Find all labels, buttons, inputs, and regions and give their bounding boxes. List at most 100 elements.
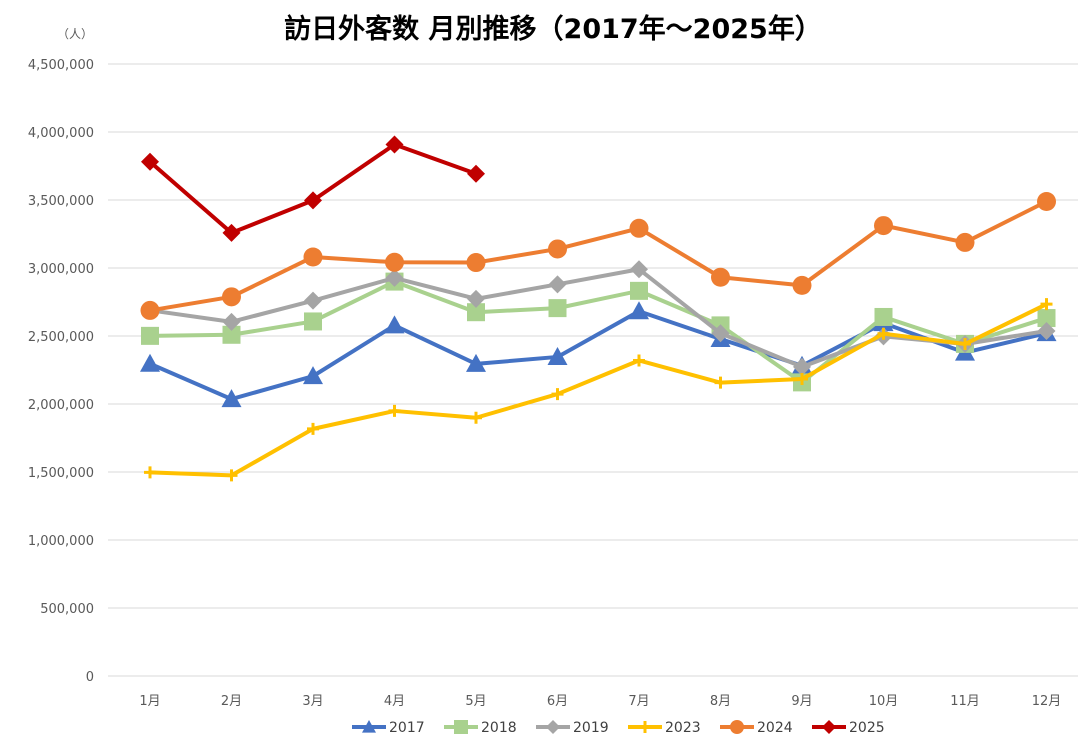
data-point (551, 388, 564, 401)
data-point (548, 275, 567, 294)
data-point (730, 720, 744, 734)
chart-title: 訪日外客数 月別推移（2017年～2025年） (284, 13, 822, 45)
series-2019 (141, 260, 1056, 376)
legend-label: 2017 (389, 720, 425, 736)
legend-item-2019: 2019 (536, 720, 609, 736)
legend-label: 2023 (665, 720, 701, 736)
data-point (1037, 321, 1056, 340)
x-tick-label: 8月 (710, 694, 731, 709)
data-point (629, 301, 649, 320)
data-point (822, 720, 836, 734)
data-point (633, 354, 645, 367)
legend-label: 2019 (573, 720, 609, 736)
data-point (140, 353, 160, 372)
data-point (467, 164, 485, 183)
data-point (1037, 309, 1056, 328)
data-point (144, 466, 156, 479)
data-point (546, 720, 560, 734)
data-point (385, 135, 404, 154)
data-point (385, 268, 404, 287)
data-point (629, 218, 649, 238)
x-tick-label: 5月 (465, 694, 486, 709)
x-axis-ticks: 1月 2月 3月 4月 5月 6月 7月 8月 9月 10月 11月 12月 (139, 694, 1061, 709)
y-axis-unit: （人） (57, 27, 93, 41)
legend-item-2023: 2023 (628, 720, 701, 736)
data-point (388, 404, 401, 417)
data-point (141, 152, 159, 171)
data-point (547, 346, 568, 365)
legend-item-2017: 2017 (352, 720, 425, 736)
legend-item-2018: 2018 (444, 720, 517, 736)
data-point (1040, 298, 1053, 311)
data-point (140, 300, 160, 320)
x-tick-label: 4月 (384, 694, 405, 709)
x-tick-label: 7月 (628, 694, 649, 709)
data-point (222, 312, 241, 331)
series-2017 (140, 301, 1057, 408)
data-point (141, 326, 159, 345)
data-point (467, 303, 485, 322)
data-point (307, 422, 319, 435)
series-line (148, 142, 478, 235)
data-point (955, 232, 975, 252)
data-point (467, 289, 485, 308)
data-point (1037, 191, 1056, 211)
y-tick-label: 3,500,000 (28, 194, 94, 209)
data-point (222, 223, 241, 242)
data-point (384, 315, 405, 334)
data-point (548, 299, 567, 318)
data-point (877, 327, 890, 340)
data-point (304, 191, 322, 210)
y-tick-label: 4,000,000 (28, 126, 94, 141)
data-point (639, 721, 651, 733)
data-point (303, 247, 323, 267)
data-point (362, 720, 376, 733)
data-point (222, 287, 241, 307)
y-tick-label: 2,000,000 (28, 398, 94, 413)
data-point (874, 216, 893, 236)
series-2024 (140, 191, 1056, 320)
legend: 2017 2018 2019 2023 2024 2025 (352, 720, 885, 736)
y-axis-ticks: 0 500,000 1,000,000 1,500,000 2,000,000 2,500… (28, 58, 94, 685)
y-tick-label: 3,000,000 (28, 262, 94, 277)
data-point (304, 291, 322, 310)
data-point (630, 281, 648, 300)
data-point (874, 307, 893, 326)
series-line (148, 267, 1049, 369)
data-point (222, 325, 241, 344)
data-point (385, 252, 404, 272)
series-2023 (144, 298, 1053, 482)
data-point (225, 469, 238, 482)
data-point (304, 312, 322, 331)
series-line (148, 199, 1049, 313)
y-tick-label: 2,500,000 (28, 330, 94, 345)
y-tick-label: 500,000 (40, 602, 94, 617)
data-point (454, 720, 468, 734)
data-point (548, 239, 567, 259)
data-point (793, 357, 811, 376)
series-line (148, 302, 1049, 478)
series-line (148, 309, 1049, 402)
data-point (466, 353, 486, 372)
data-point (959, 338, 971, 351)
x-tick-label: 12月 (1032, 694, 1062, 709)
data-point (466, 253, 486, 273)
data-point (711, 267, 730, 287)
data-point (630, 260, 648, 279)
series-2025 (141, 135, 485, 242)
legend-label: 2024 (757, 720, 793, 736)
legend-item-2024: 2024 (720, 720, 793, 736)
data-point (303, 366, 323, 385)
x-tick-label: 2月 (221, 694, 242, 709)
data-point (221, 389, 242, 408)
x-tick-label: 3月 (302, 694, 323, 709)
data-point (792, 275, 812, 295)
gridlines (108, 63, 1078, 677)
legend-item-2025: 2025 (812, 720, 885, 736)
x-tick-label: 1月 (139, 694, 160, 709)
legend-label: 2018 (481, 720, 517, 736)
data-point (796, 372, 808, 385)
data-point (714, 376, 727, 389)
data-point (470, 411, 482, 424)
